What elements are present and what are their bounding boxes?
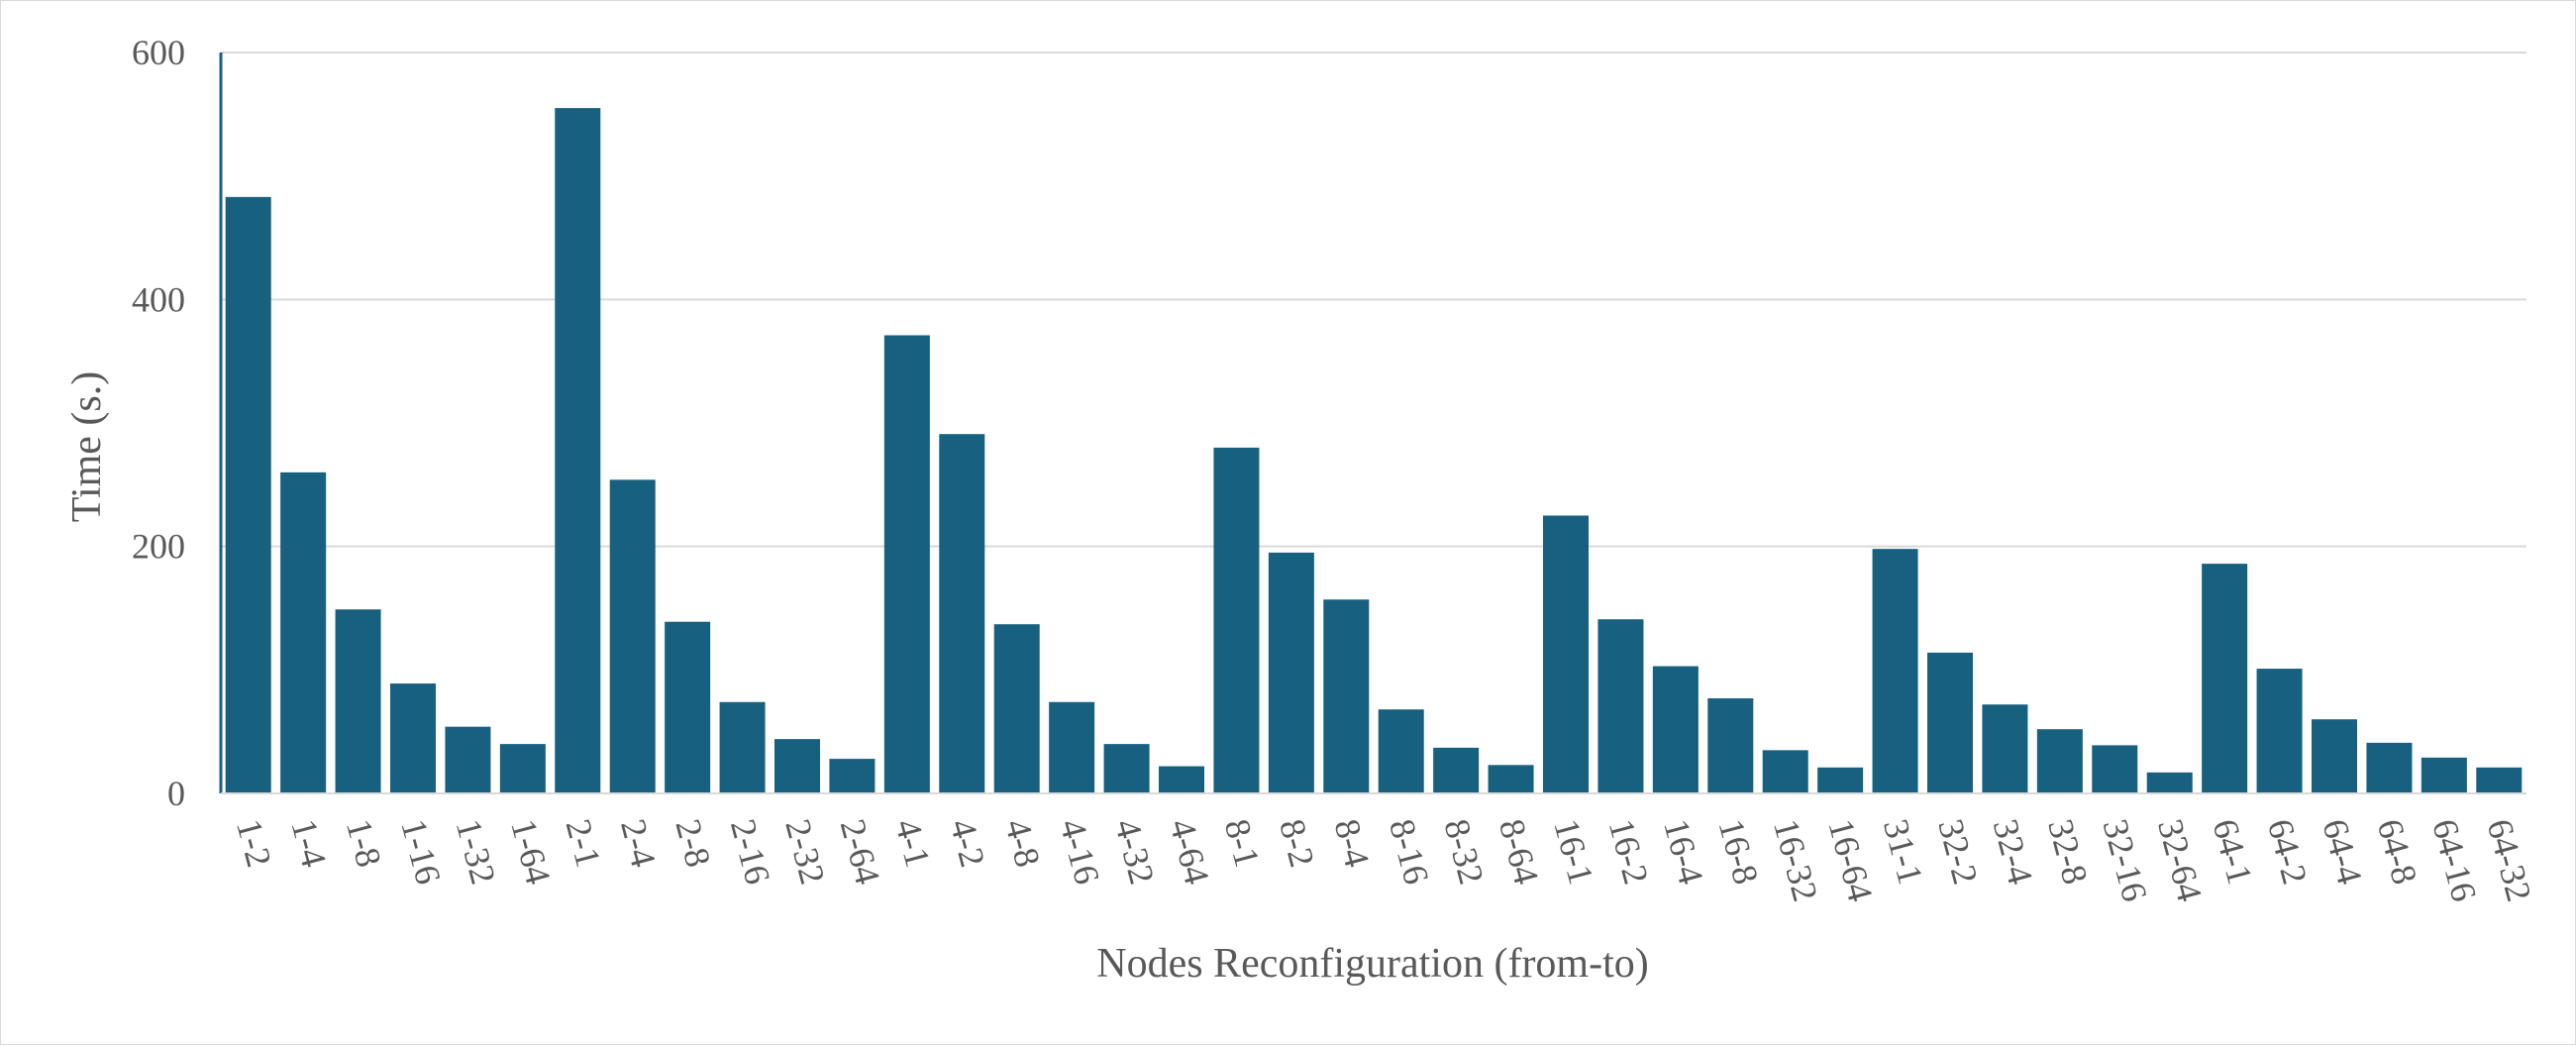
bar [2036,729,2083,793]
bar [280,471,327,793]
x-tick-label: 1-64 [503,815,559,889]
bar [939,434,985,793]
bar [1652,666,1699,793]
x-tick-labels: 1-2 1-4 1-8 1-16 1-32 1-64 2-1 2-4 2-8 2-16 2-32 2-… [229,815,2539,905]
bar [389,683,437,793]
x-tick-label: 64-16 [2424,815,2484,905]
x-axis-title: Nodes Reconfiguration (from-to) [1096,941,1649,987]
x-tick-label: 1-16 [393,815,449,889]
bar [1926,652,1974,793]
x-tick-label: 16-64 [1820,815,1880,905]
bar [2476,767,2523,793]
x-tick-label: 4-1 [887,815,938,872]
x-tick-label: 4-2 [943,815,993,872]
x-tick-label: 8-4 [1327,815,1378,872]
x-tick-label: 8-1 [1217,815,1268,872]
bar [1268,552,1314,793]
x-tick-label: 8-32 [1436,815,1492,889]
x-tick-label: 8-16 [1382,815,1437,889]
y-axis-title: Time (s.) [64,371,110,522]
bar [1158,766,1205,793]
x-tick-label: 32-64 [2150,815,2210,905]
bar [2092,745,2138,793]
bar [1707,698,1754,793]
bar [2146,772,2193,793]
axes [219,52,2526,794]
x-tick-label: 64-32 [2480,815,2539,905]
y-tick-label: 0 [167,774,185,813]
gridlines [221,52,2526,548]
x-tick-label: 2-16 [723,815,778,889]
bar [1323,599,1370,793]
bar [2311,719,2358,793]
x-tick-label: 1-32 [449,815,504,889]
x-tick-label: 1-8 [339,815,389,872]
bar [883,335,930,793]
y-tick-label: 600 [132,33,185,72]
x-tick-label: 4-16 [1052,815,1107,889]
x-tick-label: 16-4 [1656,815,1711,889]
bars [225,108,2523,794]
bar [1817,767,1864,793]
x-tick-label: 8-2 [1272,815,1322,872]
x-tick-label: 16-2 [1601,815,1657,889]
x-tick-label: 2-4 [613,815,664,872]
x-tick-label: 8-64 [1492,815,1547,889]
x-tick-label: 4-32 [1107,815,1163,889]
bar [993,624,1040,793]
x-tick-label: 16-32 [1766,815,1825,905]
bar [445,726,491,793]
x-tick-label: 32-8 [2040,815,2096,889]
x-tick-label: 1-2 [229,815,279,872]
bar [1762,750,1808,793]
x-tick-label: 4-64 [1162,815,1217,889]
bar [1872,549,1918,793]
bar [1378,709,1424,793]
bar [499,744,546,793]
bar [225,196,271,794]
bar [2202,564,2248,793]
x-tick-label: 2-32 [777,815,833,889]
bar [609,479,656,793]
x-tick-label: 1-4 [283,815,334,872]
y-tick-label: 400 [132,279,185,319]
bar [1103,744,1150,793]
bar [719,701,766,793]
bar [555,108,601,794]
bar [1433,747,1480,793]
x-tick-label: 32-4 [1986,815,2041,889]
y-tick-labels: 0 200 400 600 [132,33,185,813]
bar [1982,704,2028,793]
bar [2421,757,2467,793]
x-tick-label: 64-1 [2205,815,2260,889]
bar [773,739,821,793]
y-tick-label: 200 [132,527,185,567]
bar [335,609,381,793]
x-tick-label: 32-16 [2096,815,2155,905]
x-tick-label: 16-1 [1546,815,1601,889]
x-tick-label: 64-4 [2315,815,2370,889]
x-tick-label: 2-64 [833,815,888,889]
bar [2366,742,2413,793]
bar [1049,701,1095,793]
x-tick-label: 4-8 [997,815,1048,872]
x-tick-label: 16-8 [1711,815,1767,889]
bar [829,759,876,793]
bar [665,621,711,793]
x-tick-label: 31-1 [1876,815,1931,889]
bar [1597,619,1644,793]
x-tick-label: 32-2 [1930,815,1986,889]
bar [2256,669,2303,793]
x-tick-label: 2-1 [559,815,609,872]
x-tick-label: 64-8 [2370,815,2425,889]
bar [1488,765,1534,793]
bar [1213,447,1260,793]
x-tick-label: 64-2 [2260,815,2316,889]
bar [1542,515,1590,793]
x-tick-label: 2-8 [668,815,718,872]
